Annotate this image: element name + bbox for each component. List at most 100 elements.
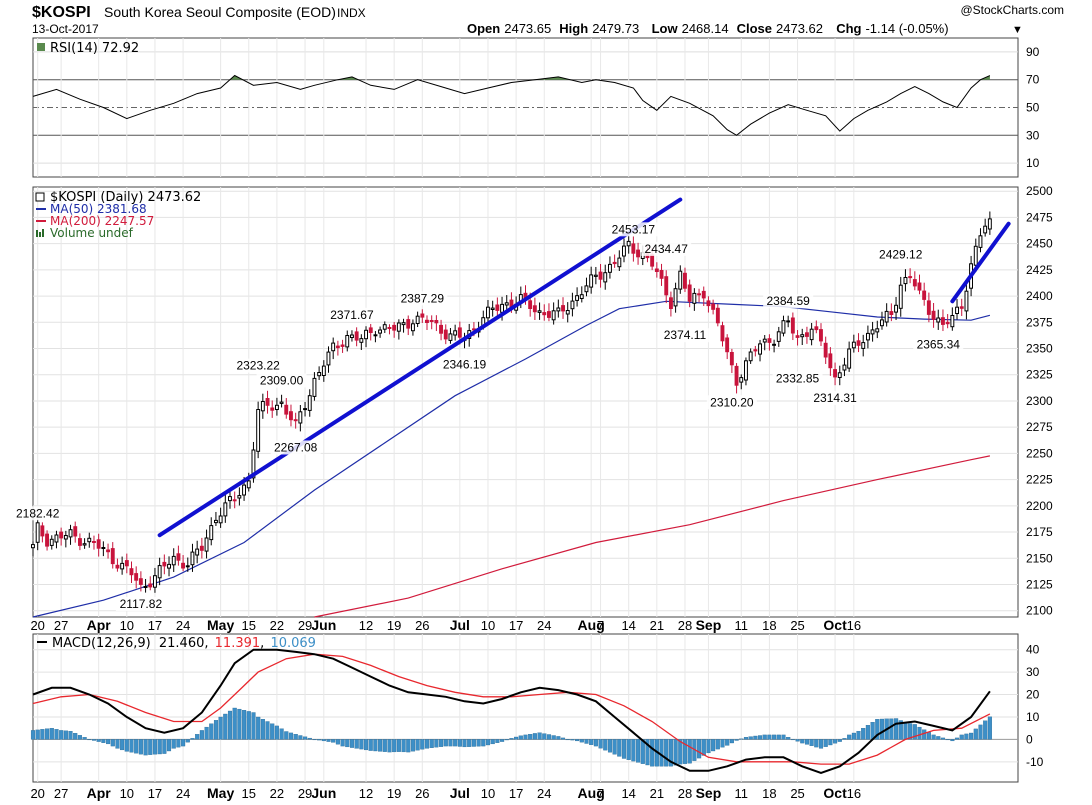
candle-down bbox=[795, 335, 800, 338]
macd-histogram-bar bbox=[926, 732, 931, 740]
macd-histogram-bar bbox=[368, 739, 373, 751]
rsi-tick-label: 70 bbox=[1026, 73, 1040, 87]
macd-histogram-bar bbox=[504, 739, 509, 741]
macd-histogram-bar bbox=[729, 739, 734, 744]
price-annotation: 2323.22 bbox=[236, 359, 280, 373]
macd-histogram-bar bbox=[124, 739, 129, 752]
x-axis-tick-label: Oct bbox=[823, 785, 847, 801]
candle-down bbox=[115, 564, 120, 569]
ohlc-label: Open bbox=[467, 21, 500, 36]
macd-histogram-bar bbox=[603, 739, 608, 751]
ohlc-value: 2473.65 bbox=[504, 21, 551, 36]
macd-frame bbox=[32, 633, 1019, 783]
price-tick-label: 2150 bbox=[1026, 551, 1053, 565]
macd-histogram-bar bbox=[879, 718, 885, 740]
candle-down bbox=[429, 320, 434, 322]
candle-up bbox=[678, 270, 683, 290]
candle-up bbox=[964, 290, 969, 312]
macd-legend-text: MACD(12,26,9) 21.460, 11.391, 10.069 bbox=[52, 636, 316, 651]
rsi-lines bbox=[32, 74, 991, 136]
macd-histogram-bar bbox=[636, 739, 641, 763]
macd-histogram-bar bbox=[54, 729, 59, 740]
candle-up bbox=[303, 408, 308, 411]
x-axis-tick-label: 24 bbox=[537, 618, 551, 633]
candle-up bbox=[143, 586, 148, 588]
candle-up bbox=[331, 342, 336, 352]
x-axis-tick-label: 21 bbox=[650, 618, 664, 633]
candle-down bbox=[945, 321, 950, 325]
candle-up bbox=[537, 310, 542, 313]
macd-histogram-bar bbox=[190, 738, 195, 740]
macd-histogram-bar bbox=[298, 735, 303, 740]
macd-histogram-bar bbox=[546, 734, 552, 740]
candle-down bbox=[636, 249, 640, 258]
candle-up bbox=[575, 295, 579, 301]
candle-up bbox=[673, 288, 678, 307]
x-axis-tick-label: Oct bbox=[823, 617, 847, 633]
candle-down bbox=[612, 261, 617, 265]
candle-up bbox=[748, 351, 753, 362]
symbol-title: $KOSPI bbox=[32, 4, 91, 21]
macd-histogram-bar bbox=[828, 739, 833, 746]
candle-up bbox=[570, 300, 575, 310]
macd-histogram-bar bbox=[209, 723, 214, 740]
macd-histogram-bar bbox=[809, 739, 814, 746]
candle-up bbox=[209, 525, 214, 541]
candle-down bbox=[542, 312, 547, 316]
candle-up bbox=[171, 555, 176, 566]
rsi-line bbox=[32, 74, 991, 136]
macd-histogram-bar bbox=[152, 739, 158, 755]
candle-down bbox=[912, 279, 917, 287]
candle-down bbox=[941, 317, 945, 325]
candle-down bbox=[92, 541, 96, 543]
macd-histogram-bar bbox=[467, 739, 472, 747]
candle-down bbox=[664, 276, 669, 296]
candle-up bbox=[490, 307, 495, 311]
macd-histogram-bar bbox=[134, 739, 139, 754]
macd-histogram-bar bbox=[129, 739, 134, 753]
price-tick-label: 2300 bbox=[1026, 394, 1053, 408]
x-axis-tick-label: 17 bbox=[509, 786, 523, 801]
macd-histogram-bar bbox=[138, 739, 143, 755]
candle-up bbox=[983, 225, 988, 234]
candle-up bbox=[298, 411, 303, 424]
macd-histogram-bar bbox=[903, 722, 908, 740]
macd-panel: 40 30 20 10 0 -10 MACD(12,26,9) 21.460, 11.39… bbox=[30, 633, 1044, 783]
macd-histogram-bar bbox=[82, 737, 87, 740]
macd-histogram-bar bbox=[668, 739, 673, 767]
rsi-tick-label: 30 bbox=[1026, 128, 1040, 142]
candle-down bbox=[725, 337, 730, 353]
candle-down bbox=[720, 325, 725, 342]
macd-histogram-bar bbox=[420, 739, 425, 750]
macd-histogram-bar bbox=[59, 730, 64, 740]
macd-histogram-bar bbox=[518, 735, 523, 740]
macd-histogram-bar bbox=[556, 736, 561, 740]
annotation-bg bbox=[875, 247, 926, 262]
macd-histogram-bar bbox=[917, 726, 922, 740]
macd-line bbox=[32, 648, 991, 775]
annotation-bg bbox=[256, 373, 307, 388]
macd-histogram-bar bbox=[265, 721, 270, 740]
macd-histogram-bar bbox=[894, 718, 899, 740]
candle-up bbox=[987, 218, 992, 230]
annotation-bg bbox=[913, 337, 964, 352]
macd-histogram-bar bbox=[359, 739, 364, 750]
trendline bbox=[157, 197, 683, 538]
chart-date: 13-Oct-2017 bbox=[32, 22, 99, 36]
watermark: @StockCharts.com bbox=[960, 3, 1064, 17]
macd-histogram-bar bbox=[110, 739, 115, 747]
candle-up bbox=[847, 348, 852, 369]
macd-histogram-bar bbox=[800, 739, 805, 744]
x-axis-tick-label: 29 bbox=[298, 786, 312, 801]
macd-tick-label: -10 bbox=[1026, 755, 1044, 769]
candle-up bbox=[903, 277, 908, 285]
candle-down bbox=[181, 562, 186, 569]
macd-histogram-bar bbox=[242, 710, 247, 740]
macd-histogram-bar bbox=[673, 739, 678, 766]
candle-up bbox=[608, 263, 612, 273]
candle-down bbox=[406, 319, 411, 329]
macd-histogram-bar bbox=[434, 739, 439, 748]
macd-histogram-bar bbox=[495, 739, 500, 743]
macd-histogram-bar bbox=[35, 729, 40, 740]
